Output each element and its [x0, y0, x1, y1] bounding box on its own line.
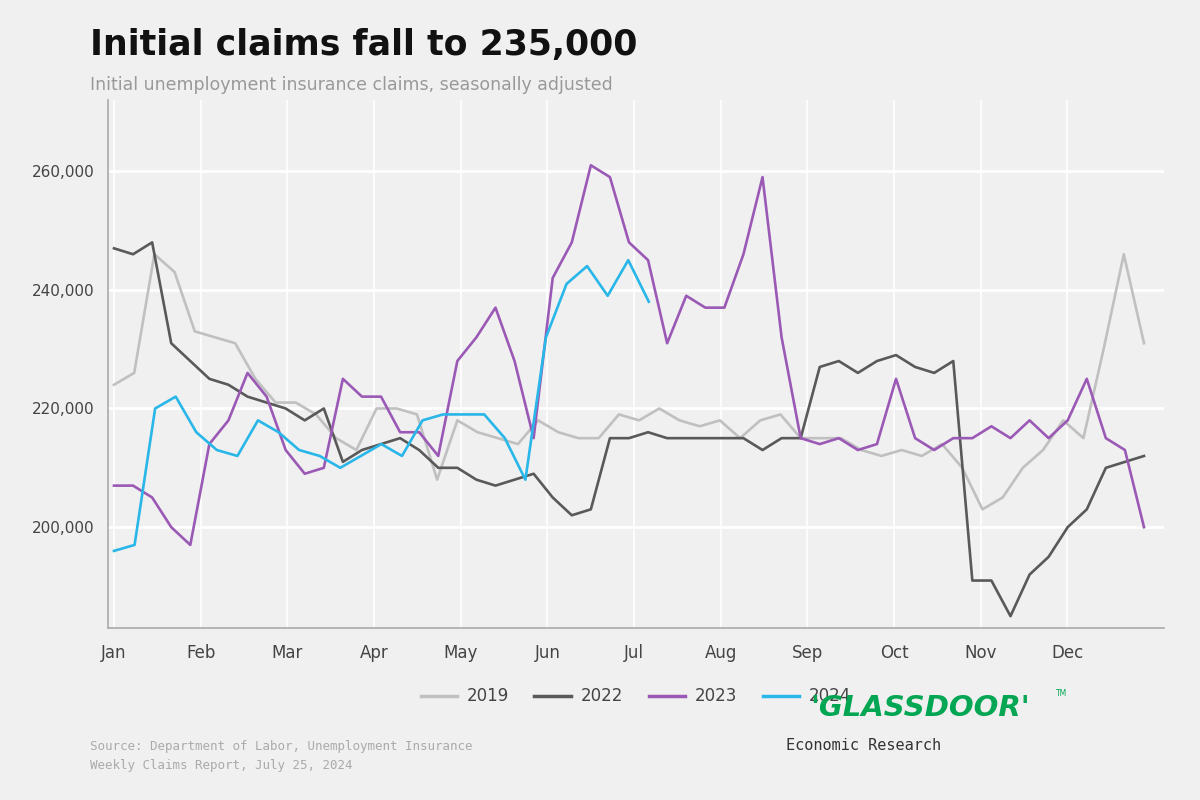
Text: Economic Research: Economic Research: [786, 738, 942, 753]
Text: TM: TM: [1056, 689, 1067, 698]
Text: Source: Department of Labor, Unemployment Insurance
Weekly Claims Report, July 2: Source: Department of Labor, Unemploymen…: [90, 740, 473, 772]
Text: Initial unemployment insurance claims, seasonally adjusted: Initial unemployment insurance claims, s…: [90, 76, 613, 94]
Legend: 2019, 2022, 2023, 2024: 2019, 2022, 2023, 2024: [414, 681, 858, 712]
Text: 'GLASSDOOR': 'GLASSDOOR': [810, 694, 1030, 722]
Text: Initial claims fall to 235,000: Initial claims fall to 235,000: [90, 28, 637, 62]
